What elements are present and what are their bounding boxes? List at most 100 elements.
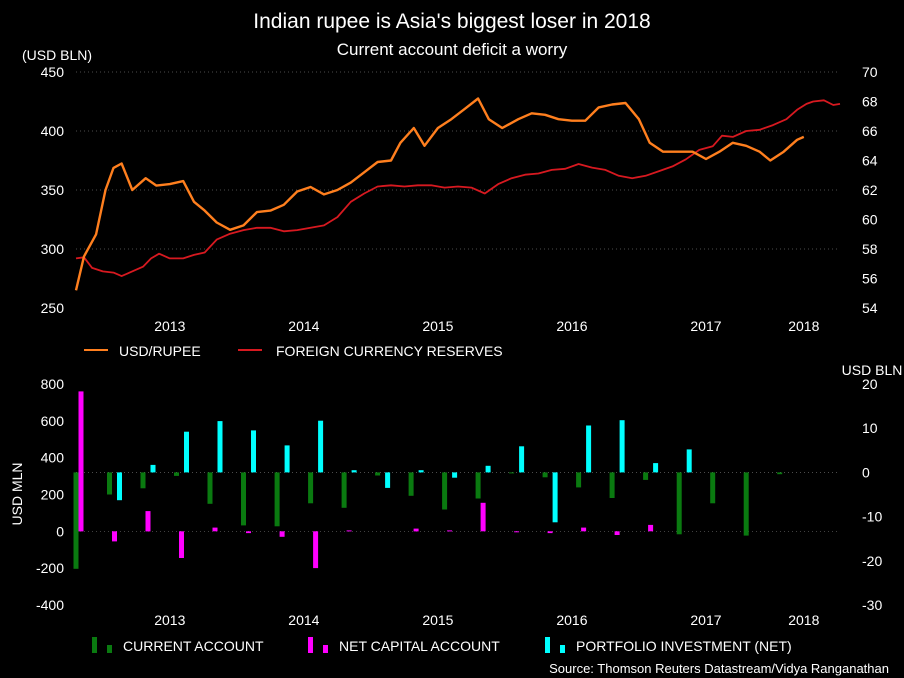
bottom-x-tick-label: 2017 <box>690 612 721 628</box>
bottom-right-tick-label: 20 <box>862 376 878 392</box>
portfolio-investment-bar <box>452 472 458 478</box>
top-series <box>74 97 841 291</box>
legend-reserves-label: FOREIGN CURRENCY RESERVES <box>276 343 503 359</box>
top-right-tick-label: 70 <box>862 64 878 80</box>
chart-subtitle: Current account deficit a worry <box>337 40 568 59</box>
current-account-bar <box>207 472 213 504</box>
legend-net-capital-label: NET CAPITAL ACCOUNT <box>339 638 500 654</box>
legend-net-capital-swatch-a <box>308 637 313 653</box>
current-account-bar <box>341 472 347 508</box>
current-account-bar <box>308 472 314 504</box>
current-account-bar <box>274 472 280 527</box>
legend-current-account-label: CURRENT ACCOUNT <box>123 638 264 654</box>
bottom-x-tick-label: 2015 <box>422 612 453 628</box>
portfolio-investment-bar <box>418 470 424 473</box>
bottom-left-tick-label: -200 <box>36 560 64 576</box>
current-account-bar <box>676 472 682 535</box>
current-account-bar <box>408 472 414 496</box>
top-x-tick-label: 2018 <box>788 318 819 334</box>
bottom-right-axis-label: USD BLN <box>842 362 903 378</box>
top-left-axis-label: (USD BLN) <box>22 47 92 63</box>
bottom-right-tick-label: -10 <box>862 509 882 525</box>
portfolio-investment-bar <box>686 449 692 473</box>
net-capital-bar <box>212 527 218 532</box>
usd-rupee-line <box>74 97 805 291</box>
bottom-right-tick-label: 0 <box>862 464 870 480</box>
top-chart: (USD BLN) 450 400 350 300 250 70 68 66 64 62 60 58… <box>22 47 878 359</box>
current-account-bar <box>375 472 381 476</box>
top-legend: USD/RUPEE FOREIGN CURRENCY RESERVES <box>84 343 503 359</box>
bottom-left-tick-label: 200 <box>41 487 65 503</box>
net-capital-bar <box>413 528 419 532</box>
current-account-bar <box>475 472 481 499</box>
bottom-x-tick-label: 2016 <box>556 612 587 628</box>
portfolio-investment-bar <box>385 472 391 488</box>
top-left-tick-label: 350 <box>41 182 65 198</box>
top-x-ticks: 2013 2014 2015 2016 2017 2018 <box>154 318 819 334</box>
portfolio-investment-bar <box>318 420 324 473</box>
portfolio-investment-bar <box>619 420 625 473</box>
top-right-tick-label: 56 <box>862 271 878 287</box>
net-capital-bar <box>112 531 117 542</box>
net-capital-bar <box>547 531 553 534</box>
bottom-right-tick-label: -30 <box>862 597 882 613</box>
current-account-bar <box>140 472 146 489</box>
portfolio-investment-bar <box>552 472 558 523</box>
legend-usd-rupee-label: USD/RUPEE <box>119 343 201 359</box>
legend-portfolio-label: PORTFOLIO INVESTMENT (NET) <box>576 638 792 654</box>
top-x-tick-label: 2014 <box>288 318 319 334</box>
bottom-legend: CURRENT ACCOUNT NET CAPITAL ACCOUNT PORT… <box>92 637 792 654</box>
current-account-bar <box>777 472 783 475</box>
bottom-left-ticks: 800 600 400 200 0 -200 -400 <box>36 376 64 613</box>
portfolio-investment-bar <box>217 421 223 473</box>
legend-net-capital-swatch-b <box>323 645 328 653</box>
net-capital-bar <box>346 530 352 532</box>
bottom-right-tick-label: 10 <box>862 420 878 436</box>
net-capital-bar <box>279 531 285 537</box>
current-account-bar <box>576 472 582 488</box>
current-account-bar <box>174 472 179 476</box>
bottom-right-ticks: 20 10 0 -10 -20 -30 <box>862 376 882 613</box>
net-capital-bar <box>581 527 587 532</box>
portfolio-investment-bar <box>284 445 290 473</box>
bottom-left-tick-label: 0 <box>56 523 64 539</box>
net-capital-bar <box>246 531 251 534</box>
legend-current-account-swatch-b <box>107 645 112 653</box>
top-right-tick-label: 60 <box>862 212 878 228</box>
top-right-tick-label: 58 <box>862 241 878 257</box>
bottom-left-axis-label: USD MLN <box>9 462 25 525</box>
portfolio-investment-bar <box>251 430 256 473</box>
top-grid <box>76 71 840 250</box>
net-capital-bar <box>447 530 453 532</box>
bottom-x-ticks: 2013 2014 2015 2016 2017 2018 <box>154 612 819 628</box>
top-left-tick-label: 250 <box>41 300 65 316</box>
portfolio-investment-bar <box>485 465 491 473</box>
bottom-left-tick-label: -400 <box>36 597 64 613</box>
top-right-tick-label: 64 <box>862 153 878 169</box>
bottom-x-tick-label: 2013 <box>154 612 185 628</box>
net-capital-bar <box>514 531 520 533</box>
portfolio-investment-bar <box>586 425 592 473</box>
current-account-bar <box>710 472 716 504</box>
portfolio-investment-bar <box>653 463 659 473</box>
top-left-tick-label: 400 <box>41 123 65 139</box>
current-account-bar <box>442 472 448 510</box>
net-capital-bar <box>614 531 620 535</box>
bottom-left-tick-label: 400 <box>41 450 65 466</box>
top-right-tick-label: 62 <box>862 182 878 198</box>
bottom-left-tick-label: 600 <box>41 413 65 429</box>
net-capital-bar <box>179 531 184 558</box>
current-account-bar <box>542 472 548 478</box>
current-account-bar <box>743 472 749 536</box>
portfolio-investment-bar <box>150 464 156 473</box>
net-capital-bar <box>145 511 151 532</box>
top-x-tick-label: 2017 <box>690 318 721 334</box>
current-account-bar <box>643 472 649 480</box>
current-account-bar <box>107 472 112 495</box>
bottom-bars <box>73 391 783 569</box>
net-capital-bar <box>313 531 319 569</box>
legend-portfolio-swatch-a <box>545 637 550 653</box>
bottom-x-tick-label: 2014 <box>288 612 319 628</box>
reserves-line <box>75 99 841 277</box>
